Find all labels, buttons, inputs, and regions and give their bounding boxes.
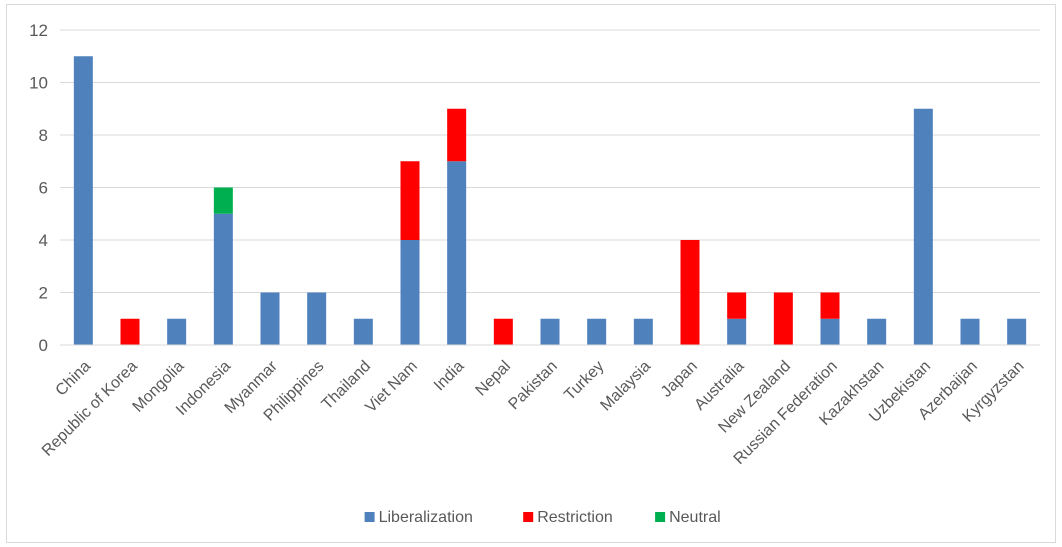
bar-liberalization-philippines bbox=[307, 292, 327, 345]
bar-neutral-indonesia bbox=[213, 187, 233, 214]
y-tick-label: 8 bbox=[39, 126, 48, 145]
legend: Liberalization Restriction Neutral bbox=[364, 509, 721, 526]
legend-label-liberalization: Liberalization bbox=[379, 509, 473, 526]
bar-restriction-viet-nam bbox=[400, 161, 420, 240]
bar-restriction-republic-of-korea bbox=[120, 318, 140, 345]
bar-liberalization-uzbekistan bbox=[913, 108, 933, 345]
bar-liberalization-india bbox=[447, 161, 467, 345]
bar-liberalization-australia bbox=[727, 318, 747, 345]
x-category-label: Pakistan bbox=[505, 358, 560, 413]
legend-label-restriction: Restriction bbox=[537, 509, 613, 526]
y-tick-label: 4 bbox=[39, 231, 48, 250]
x-category-label: India bbox=[431, 358, 468, 395]
bar-liberalization-azerbaijan bbox=[960, 318, 980, 345]
legend-swatch-neutral bbox=[655, 512, 666, 522]
x-category-label: Viet Nam bbox=[362, 358, 420, 416]
y-tick-label: 2 bbox=[39, 284, 48, 303]
y-tick-label: 6 bbox=[39, 179, 48, 198]
bar-restriction-nepal bbox=[493, 318, 513, 345]
bar-restriction-india bbox=[447, 108, 467, 162]
bar-liberalization-indonesia bbox=[213, 213, 233, 345]
chart-frame bbox=[6, 4, 1056, 543]
bar-liberalization-pakistan bbox=[540, 318, 560, 345]
bar-liberalization-kazakhstan bbox=[867, 318, 887, 345]
bars bbox=[73, 56, 1027, 345]
bar-liberalization-thailand bbox=[353, 318, 373, 345]
bar-restriction-japan bbox=[680, 240, 700, 345]
bar-restriction-new-zealand bbox=[773, 292, 793, 345]
bar-liberalization-kyrgyzstan bbox=[1007, 318, 1027, 345]
bar-liberalization-viet-nam bbox=[400, 240, 420, 345]
bar-liberalization-malaysia bbox=[633, 318, 653, 345]
bar-liberalization-russian-federation bbox=[820, 318, 840, 345]
bar-restriction-australia bbox=[727, 292, 747, 319]
bar-restriction-russian-federation bbox=[820, 292, 840, 319]
bar-liberalization-mongolia bbox=[167, 318, 187, 345]
y-tick-label: 0 bbox=[39, 336, 48, 355]
y-axis-ticks: 0 2 4 6 8 10 12 bbox=[29, 21, 48, 355]
y-tick-label: 10 bbox=[29, 74, 48, 93]
bar-liberalization-myanmar bbox=[260, 292, 280, 345]
bar-liberalization-china bbox=[73, 56, 93, 345]
x-category-label: Turkey bbox=[561, 358, 607, 404]
legend-swatch-liberalization bbox=[364, 512, 375, 522]
legend-label-neutral: Neutral bbox=[669, 509, 721, 526]
x-category-label: Nepal bbox=[473, 358, 515, 400]
x-category-label: Japan bbox=[658, 358, 701, 401]
x-category-label: China bbox=[53, 358, 95, 400]
x-category-label: Malaysia bbox=[597, 358, 654, 415]
bar-liberalization-turkey bbox=[587, 318, 607, 345]
gridlines bbox=[60, 29, 1040, 293]
y-tick-label: 12 bbox=[29, 21, 48, 40]
legend-swatch-restriction bbox=[523, 512, 534, 522]
